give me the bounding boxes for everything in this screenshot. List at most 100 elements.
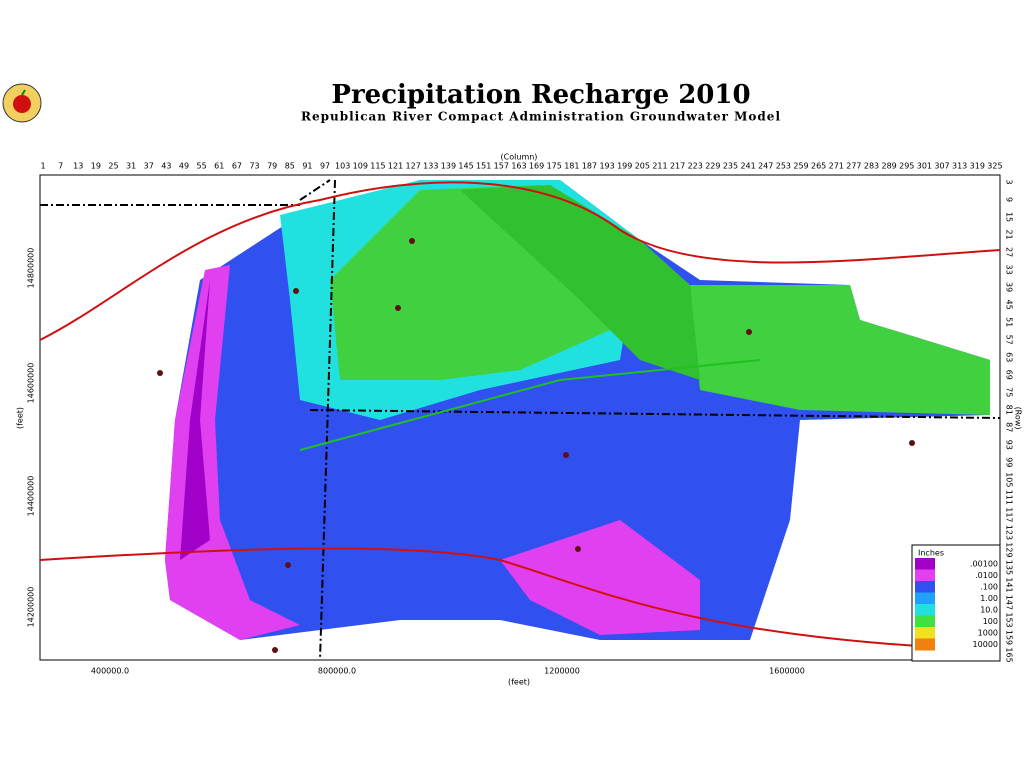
column-tick-label: 139 [441,162,456,171]
column-tick-label: 205 [635,162,650,171]
row-tick-label: 111 [1005,490,1014,505]
column-tick-label: 25 [108,162,118,171]
row-tick-label: 75 [1005,387,1014,397]
row-tick-label: 69 [1005,370,1014,380]
x-tick-label: 1200000 [544,667,580,676]
column-tick-label: 97 [320,162,330,171]
legend-label: .100 [980,583,998,592]
column-tick-label: 61 [214,162,224,171]
row-tick-label: 15 [1005,212,1014,222]
column-tick-label: 295 [899,162,914,171]
column-tick-label: 247 [758,162,773,171]
row-tick-label: 33 [1005,265,1014,275]
legend-swatch [915,638,935,651]
y-tick-label: 14200000 [27,587,36,628]
legend-swatch [915,558,935,570]
column-tick-label: 1 [40,162,45,171]
column-tick-label: 157 [494,162,509,171]
column-tick-label: 259 [793,162,808,171]
legend-label: 10.0 [980,606,998,615]
column-tick-label: 151 [476,162,491,171]
row-tick-label: 9 [1005,197,1014,202]
column-tick-label: 115 [370,162,385,171]
legend-label: .0100 [975,571,998,580]
row-tick-label: 117 [1005,507,1014,522]
column-tick-label: 127 [406,162,421,171]
column-tick-label: 91 [302,162,312,171]
column-tick-label: 121 [388,162,403,171]
column-tick-label: 325 [987,162,1002,171]
column-tick-label: 199 [617,162,632,171]
column-tick-label: 235 [723,162,738,171]
row-tick-label: 27 [1005,247,1014,257]
column-tick-label: 85 [285,162,295,171]
column-tick-label: 79 [267,162,277,171]
map [39,174,1001,661]
column-tick-label: 103 [335,162,350,171]
column-tick-label: 241 [740,162,755,171]
column-tick-label: 277 [846,162,861,171]
title: Precipitation Recharge 2010 [331,80,750,110]
x-tick-label: 800000.0 [318,667,356,676]
x-label: (feet) [508,678,530,687]
legend-label: 1.00 [980,594,998,603]
subtitle: Republican River Compact Administration … [301,110,781,124]
row-tick-label: 123 [1005,525,1014,540]
row-tick-label: 81 [1005,405,1014,415]
row-tick-label: 87 [1005,422,1014,432]
x-tick-label: 400000.0 [91,667,129,676]
row-tick-label: 45 [1005,300,1014,310]
row-tick-label: 93 [1005,440,1014,450]
y-tick-label: 14600000 [27,363,36,404]
row-tick-label: 153 [1005,612,1014,627]
row-tick-label: 129 [1005,542,1014,557]
column-tick-label: 193 [599,162,614,171]
row-tick-label: 105 [1005,472,1014,487]
row-tick-label: 159 [1005,630,1014,645]
legend-swatch [915,627,935,639]
column-tick-label: 73 [249,162,259,171]
y-tick-label: 14800000 [27,248,36,289]
column-tick-label: 19 [91,162,101,171]
column-tick-label: 319 [970,162,985,171]
column-tick-label: 43 [161,162,171,171]
row-label: (Row) [1014,407,1023,430]
column-tick-label: 301 [917,162,932,171]
column-tick-label: 31 [126,162,136,171]
y-label: (feet) [16,407,25,429]
legend-swatch [915,581,935,593]
legend-swatch [915,569,935,582]
column-tick-label: 145 [458,162,473,171]
column-tick-label: 163 [511,162,526,171]
column-tick-label: 67 [232,162,242,171]
row-tick-label: 147 [1005,595,1014,610]
column-tick-label: 211 [652,162,667,171]
column-tick-label: 289 [882,162,897,171]
row-tick-label: 63 [1005,352,1014,362]
legend: Inches .00100 .0100 .100 1.00 10.0 100 1000 100… [911,544,1001,662]
column-tick-label: 181 [564,162,579,171]
logo [2,83,42,123]
row-tick-label: 21 [1005,229,1014,239]
column-tick-label: 217 [670,162,685,171]
column-tick-label: 109 [353,162,368,171]
column-tick-label: 187 [582,162,597,171]
legend-swatch [915,592,935,605]
legend-label: 1000 [978,629,998,638]
column-tick-label: 55 [197,162,207,171]
column-tick-label: 49 [179,162,189,171]
column-label: (Column) [501,153,538,162]
column-tick-label: 169 [529,162,544,171]
column-tick-label: 223 [688,162,703,171]
column-tick-label: 307 [934,162,949,171]
row-tick-label: 57 [1005,335,1014,345]
row-tick-label: 141 [1005,577,1014,592]
legend-label: 100 [983,617,998,626]
column-tick-label: 253 [776,162,791,171]
row-tick-label: 135 [1005,560,1014,575]
column-tick-label: 229 [705,162,720,171]
column-tick-label: 37 [144,162,154,171]
x-tick-label: 1600000 [769,667,805,676]
row-tick-label: 3 [1005,179,1014,184]
